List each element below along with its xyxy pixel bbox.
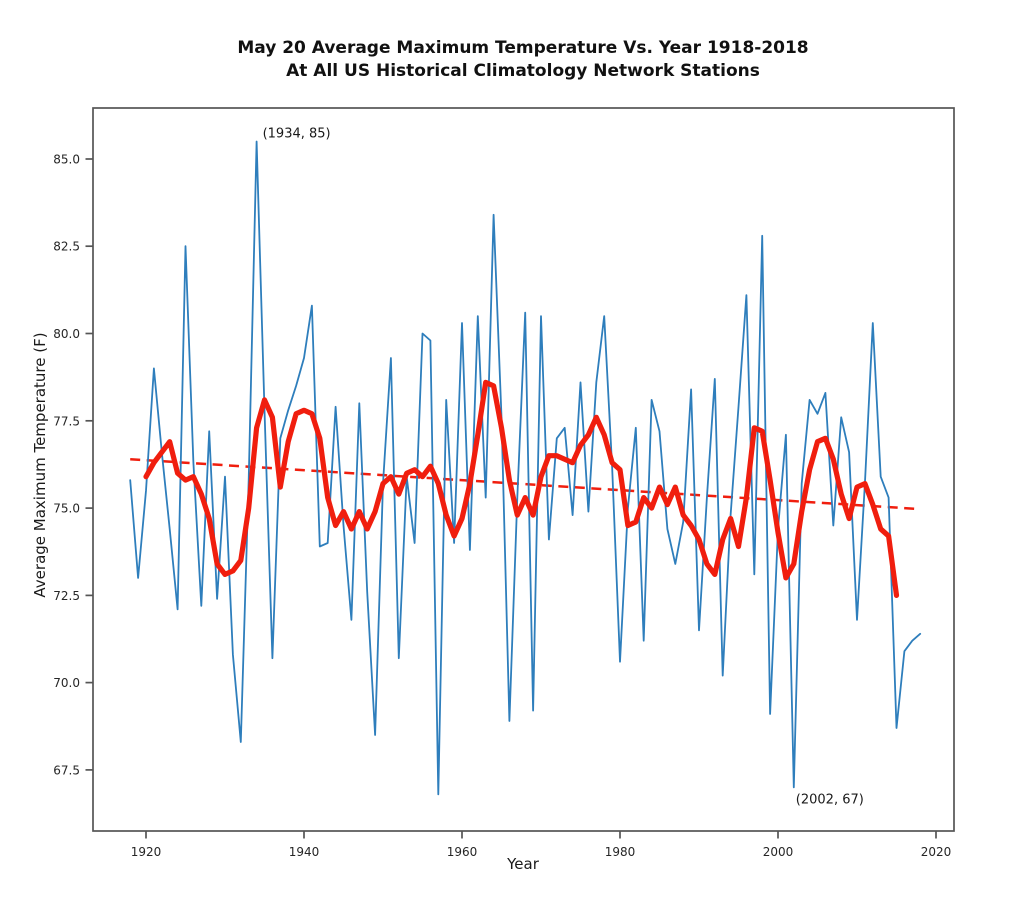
y-tick-label: 75.0: [53, 502, 80, 516]
plot-area: [92, 107, 955, 832]
smoothed-average-line: [143, 379, 900, 599]
x-tick-label: 2000: [763, 845, 794, 859]
x-tick-label: 1920: [131, 845, 162, 859]
y-tick-label: 85.0: [53, 153, 80, 167]
x-tick-label: 1980: [605, 845, 636, 859]
y-axis-label: Average Maximum Temperature (F): [31, 332, 49, 597]
annotation-1934-85: (1934, 85): [263, 127, 331, 142]
y-tick-label: 80.0: [53, 327, 80, 341]
annotations-layer: (1934, 85) (2002, 67): [263, 127, 864, 808]
x-tick-label: 1960: [447, 845, 478, 859]
y-tick-label: 77.5: [53, 414, 80, 428]
axis-ticks: 1920 1940 1960 1980 2000 2020 85.0 82.5 80.0 77.5…: [53, 153, 951, 860]
y-tick-label: 72.5: [53, 589, 80, 603]
annotation-2002-67: (2002, 67): [796, 792, 864, 807]
x-tick-label: 2020: [921, 845, 952, 859]
y-tick-label: 67.5: [53, 763, 80, 777]
chart-title-line1: May 20 Average Maximum Temperature Vs. Y…: [237, 38, 808, 58]
data-series: [129, 140, 922, 796]
chart-title-line2: At All US Historical Climatology Network…: [286, 61, 760, 81]
annual-average-max-temperature-line: [129, 140, 922, 796]
x-axis-label: Year: [506, 855, 540, 873]
y-tick-label: 70.0: [53, 676, 80, 690]
x-tick-label: 1940: [289, 845, 320, 859]
y-tick-label: 82.5: [53, 240, 80, 254]
